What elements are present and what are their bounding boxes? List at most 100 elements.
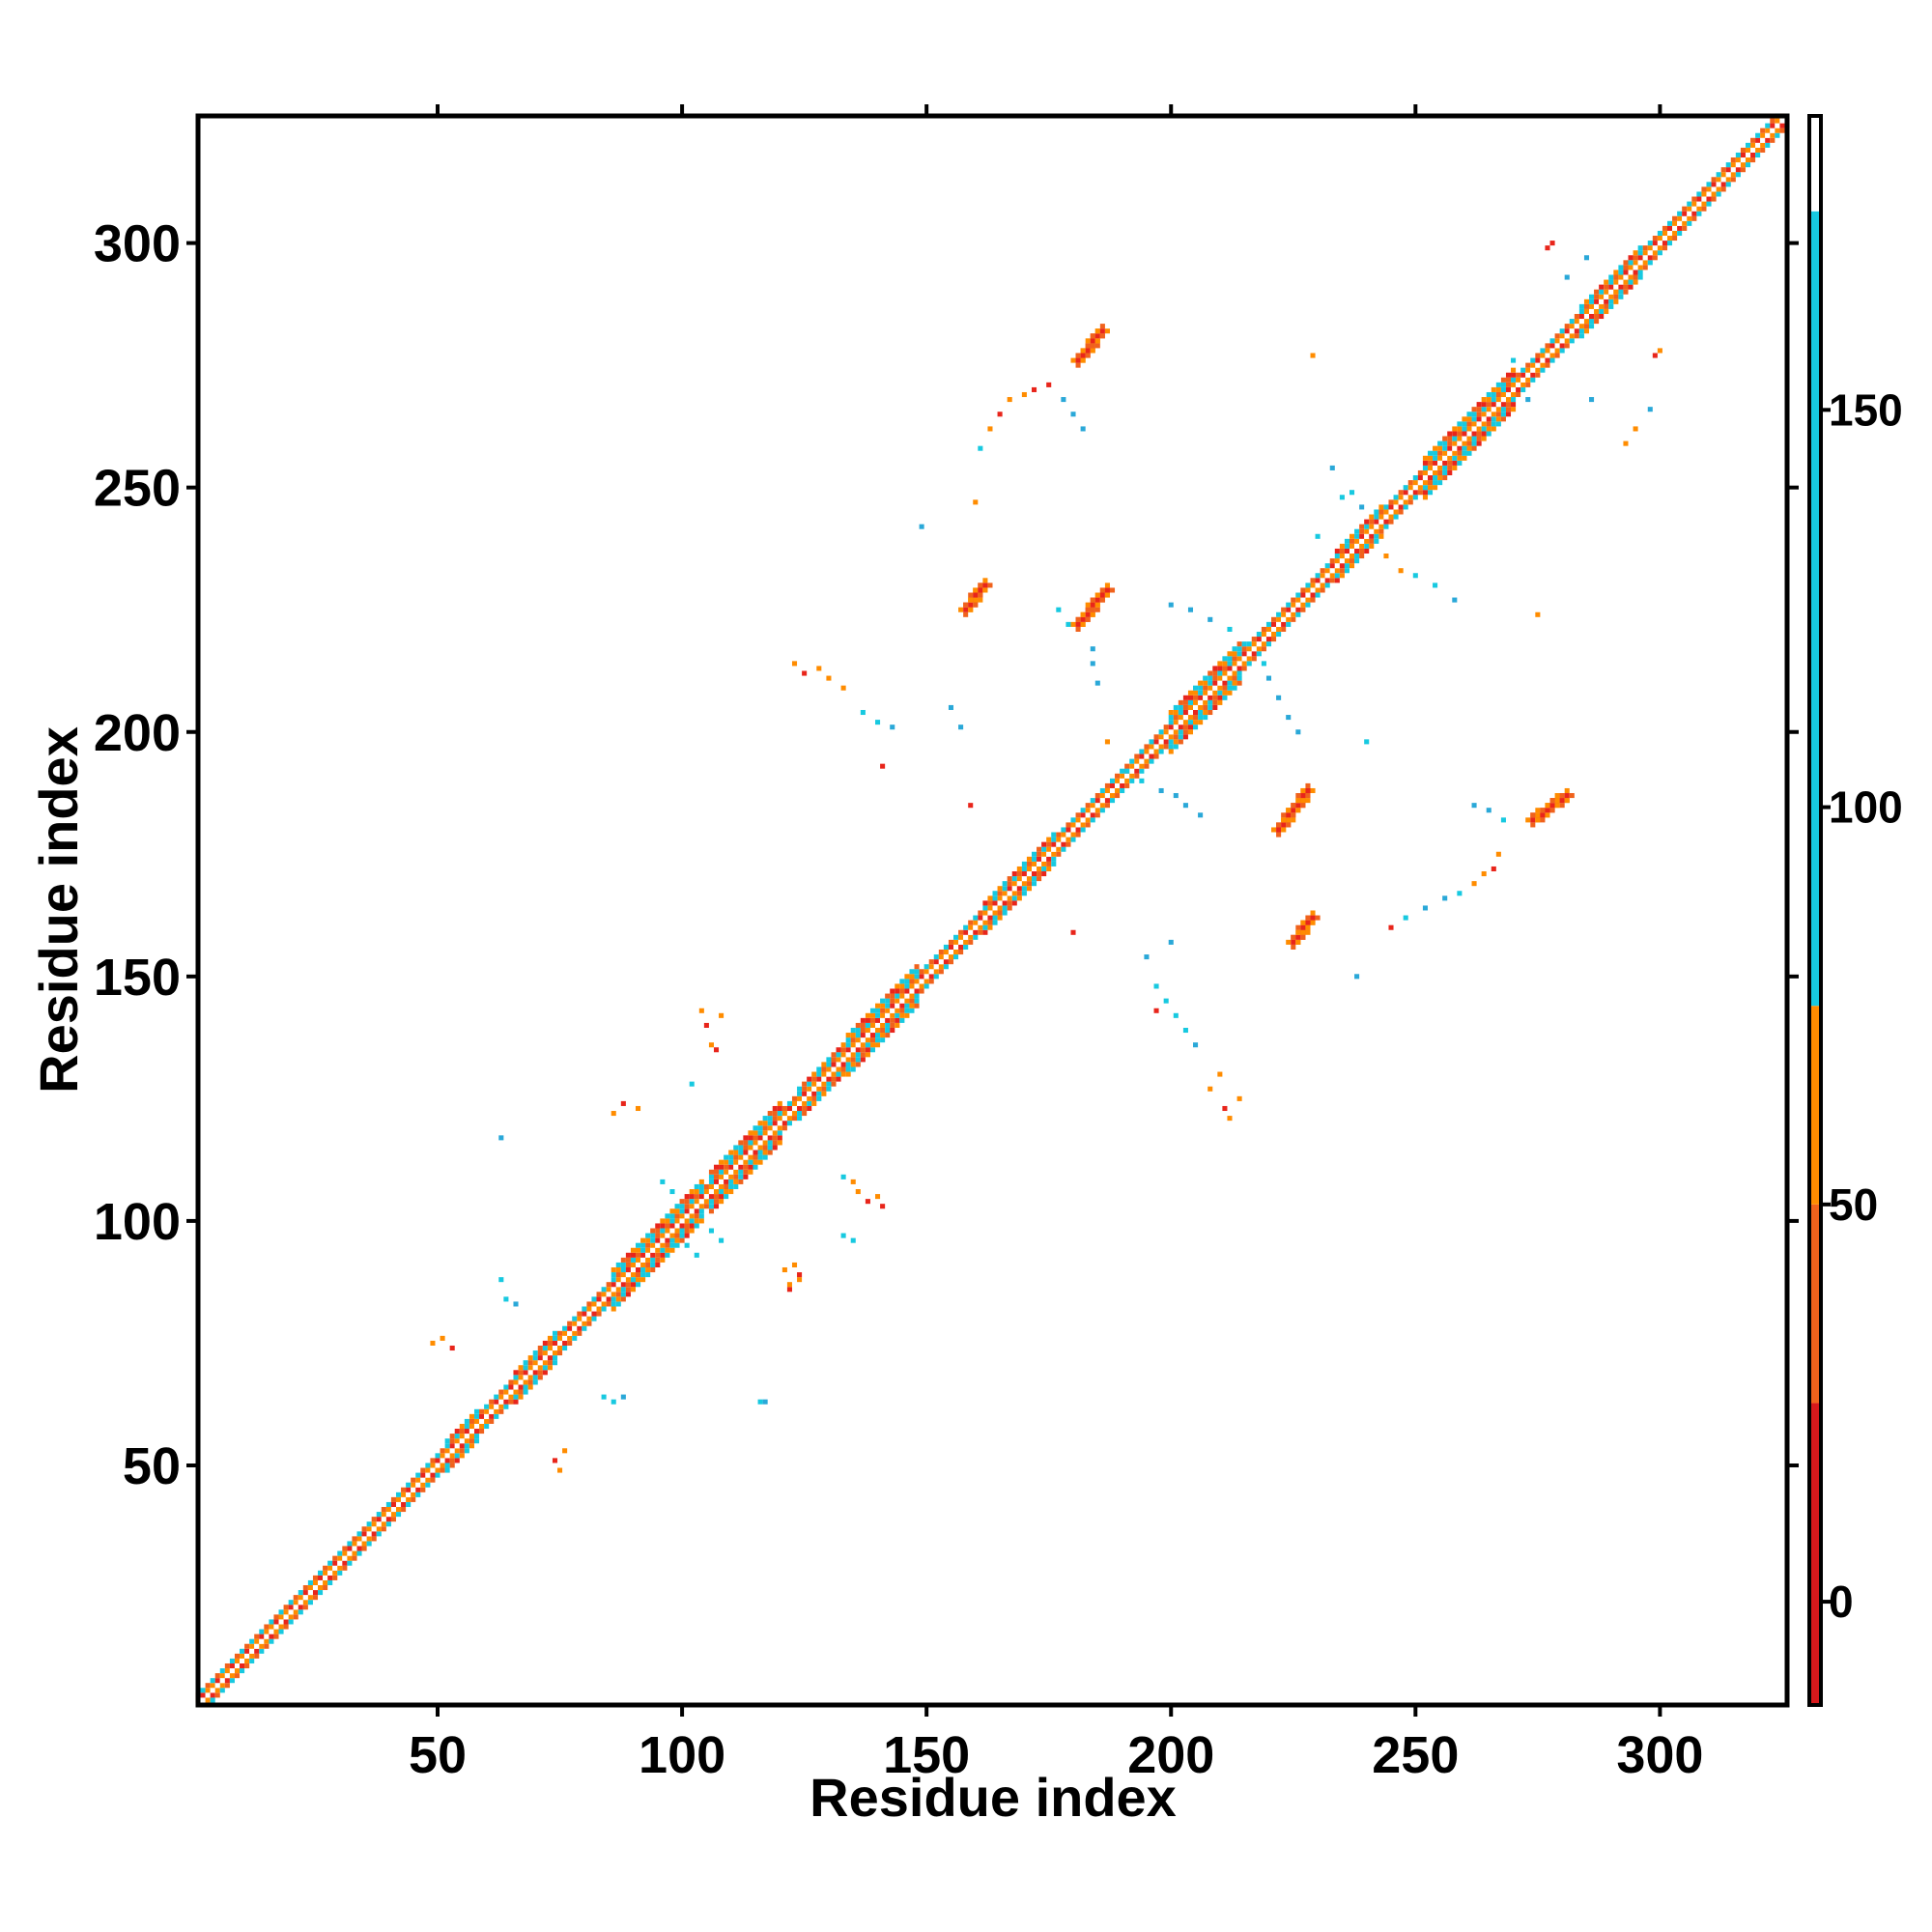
strand-contact-cell — [968, 607, 974, 612]
diagonal-cell — [1618, 270, 1624, 275]
diagonal-cell — [953, 934, 959, 940]
diagonal-cell — [772, 1116, 778, 1122]
diagonal-cell — [430, 1477, 436, 1483]
diagonal-cell — [1657, 250, 1662, 256]
diagonal-cell — [1462, 455, 1467, 461]
diagonal-cell — [1594, 289, 1600, 295]
diagonal-cell — [577, 1325, 582, 1331]
diagonal-cell — [591, 1296, 597, 1302]
diagonal-cell — [880, 1037, 886, 1043]
diagonal-cell — [713, 1169, 720, 1175]
diagonal-cell — [1041, 861, 1047, 867]
diagonal-cell — [244, 1653, 250, 1659]
diagonal-cell — [1182, 734, 1188, 740]
diagonal-cell — [1115, 793, 1121, 799]
strand-contact-cell — [1286, 808, 1292, 813]
diagonal-cell — [1383, 509, 1389, 515]
diagonal-cell — [307, 1584, 313, 1591]
diagonal-cell — [797, 1091, 803, 1096]
diagonal-cell — [601, 1301, 607, 1307]
strand-contact-cell — [978, 597, 983, 603]
diagonal-cell — [1505, 372, 1512, 378]
diagonal-cell — [708, 1174, 714, 1179]
diagonal-cell — [542, 1340, 548, 1346]
diagonal-cell — [1212, 670, 1218, 676]
diagonal-cell — [224, 1668, 230, 1674]
diagonal-cell — [821, 1062, 827, 1067]
diagonal-cell — [797, 1111, 803, 1117]
diagonal-cell — [1046, 837, 1052, 842]
diagonal-cell — [259, 1634, 265, 1639]
strand-contact-cell — [1559, 803, 1565, 809]
diagonal-cell — [449, 1453, 455, 1459]
diagonal-cell — [552, 1330, 558, 1336]
diagonal-cell — [1393, 495, 1399, 500]
diagonal-cell — [1208, 699, 1213, 705]
strand-contact-cell — [1094, 597, 1100, 603]
diagonal-cell — [1203, 704, 1208, 710]
strand-contact-cell — [1545, 803, 1550, 809]
diagonal-cell — [1594, 303, 1600, 309]
diagonal-cell — [1437, 445, 1443, 451]
diagonal-cell — [1144, 744, 1150, 750]
diagonal-cell — [797, 1105, 803, 1112]
diagonal-cell — [513, 1379, 519, 1385]
diagonal-cell — [1041, 856, 1047, 862]
diagonal-cell — [620, 1282, 626, 1288]
strand-contact-cell — [1535, 817, 1541, 823]
diagonal-cell — [1021, 886, 1027, 892]
diagonal-cell — [1540, 362, 1546, 368]
diagonal-cell — [1578, 328, 1584, 334]
diagonal-cell — [229, 1658, 235, 1663]
diagonal-cell — [973, 920, 979, 925]
diagonal-cell — [1623, 279, 1629, 285]
diagonal-cell — [762, 1150, 768, 1155]
diagonal-cell — [1364, 538, 1370, 544]
diagonal-cell — [885, 1008, 891, 1013]
diagonal-cell — [1168, 734, 1174, 740]
diagonal-cell — [1462, 436, 1467, 441]
diagonal-cell — [1466, 436, 1472, 441]
diagonal-cell — [1750, 137, 1756, 143]
diagonal-cell — [1011, 876, 1017, 882]
diagonal-cell — [948, 954, 954, 960]
strand-contact-cell — [1276, 822, 1282, 828]
diagonal-cell — [953, 954, 959, 960]
diagonal-cell — [738, 1150, 744, 1155]
diagonal-cell — [640, 1266, 646, 1273]
scatter-contact-cell — [1329, 465, 1335, 470]
diagonal-cell — [708, 1208, 714, 1214]
diagonal-cell — [1241, 666, 1247, 671]
diagonal-cell — [411, 1477, 416, 1483]
diagonal-cell — [753, 1125, 758, 1131]
diagonal-cell — [1007, 876, 1012, 882]
scatter-contact-cell — [503, 1296, 509, 1302]
diagonal-cell — [753, 1150, 758, 1155]
diagonal-cell — [1094, 798, 1100, 804]
diagonal-cell — [1124, 778, 1130, 783]
diagonal-cell — [895, 993, 900, 999]
strand-contact-cell — [1080, 357, 1086, 363]
diagonal-cell — [302, 1584, 308, 1591]
diagonal-cell — [1735, 152, 1741, 158]
diagonal-cell — [615, 1292, 621, 1297]
scatter-contact-cell — [620, 1394, 626, 1400]
diagonal-cell — [1476, 440, 1482, 446]
diagonal-cell — [366, 1531, 372, 1537]
diagonal-cell — [1412, 480, 1418, 486]
strand-contact-cell — [1554, 803, 1560, 809]
diagonal-cell — [347, 1550, 353, 1556]
diagonal-cell — [689, 1218, 695, 1224]
diagonal-cell — [1666, 220, 1673, 226]
scatter-contact-cell — [620, 1100, 626, 1106]
diagonal-cell — [840, 1057, 846, 1063]
diagonal-cell — [1447, 469, 1453, 476]
scatter-contact-cell — [791, 1262, 798, 1267]
diagonal-cell — [733, 1154, 739, 1160]
diagonal-cell — [880, 1017, 886, 1023]
diagonal-cell — [1090, 808, 1095, 813]
diagonal-cell — [342, 1565, 348, 1571]
scatter-contact-cell — [1495, 851, 1501, 857]
strand-contact-cell — [973, 587, 979, 593]
diagonal-cell — [464, 1429, 469, 1435]
